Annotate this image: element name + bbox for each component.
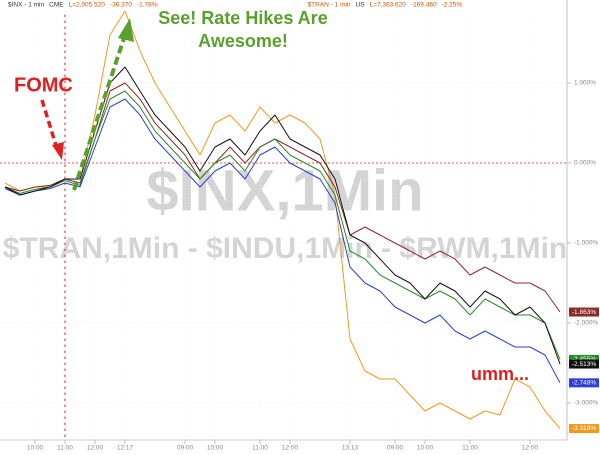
x-tick-label: 12:00 bbox=[87, 445, 104, 452]
y-tick-label: 1.000% bbox=[574, 80, 596, 87]
header-item: -1.78% bbox=[137, 2, 158, 9]
series-line bbox=[4, 90, 561, 360]
header-item: -36.370 bbox=[110, 2, 132, 9]
end-label: -2.513% bbox=[572, 361, 596, 368]
end-label-box bbox=[569, 378, 599, 388]
header-item: US bbox=[356, 2, 366, 9]
y-tick-label: -3.000% bbox=[574, 400, 598, 407]
arrowhead bbox=[52, 142, 64, 160]
header-item: CME bbox=[49, 2, 64, 9]
plot: 1.000% 0.000% -1.000% -2.000% -3.000% 10:00 11… bbox=[0, 10, 599, 452]
x-tick-label: 11:00 bbox=[252, 445, 268, 452]
end-label-box bbox=[569, 359, 599, 369]
series-line bbox=[4, 98, 561, 384]
header-item: $TRAN - 1 min bbox=[308, 2, 351, 9]
header-item: -2.25% bbox=[442, 2, 463, 9]
x-tick-label: 12:00 bbox=[282, 445, 299, 452]
end-label: -3.319% bbox=[572, 425, 596, 432]
end-label: -1.863% bbox=[572, 309, 596, 316]
x-tick-label: 10:00 bbox=[27, 445, 44, 452]
annotation-umm: umm... bbox=[471, 364, 529, 384]
header: $INX - 1 min CME L=2,005.520 -36.370 -1.78% $… bbox=[8, 2, 462, 9]
x-tick-label: 12:00 bbox=[522, 445, 539, 452]
series-line bbox=[4, 66, 561, 365]
annotation-hikes: See! Rate Hikes Are bbox=[158, 8, 327, 28]
x-tick-label: 13:13 bbox=[342, 445, 359, 452]
annotation-hikes: Awesome! bbox=[198, 31, 288, 51]
watermark: $TRAN,1Min - $INDU,1Min - $RWM,1Min bbox=[3, 232, 567, 265]
x-tick-label: 11:00 bbox=[57, 445, 73, 452]
annotations: FOMC See! Rate Hikes Are Awesome! umm... bbox=[14, 8, 529, 384]
arrow bbox=[72, 31, 128, 191]
series-line bbox=[4, 10, 561, 429]
x-tick-label: 09:00 bbox=[387, 445, 404, 452]
end-label-box bbox=[569, 424, 599, 434]
y-tick-label: -1.000% bbox=[574, 240, 598, 247]
arrowhead bbox=[118, 18, 134, 42]
end-label-box bbox=[569, 354, 599, 364]
end-label: -2.748% bbox=[572, 380, 596, 387]
arrow bbox=[40, 99, 60, 153]
annotation-fomc: FOMC bbox=[14, 74, 73, 96]
header-item: L=7,363.620 bbox=[370, 2, 407, 9]
header-item: $INX - 1 min bbox=[8, 2, 45, 9]
x-tick-label: 10:00 bbox=[207, 445, 224, 452]
x-tick-label: 11:00 bbox=[462, 445, 478, 452]
x-tick-label: 09:00 bbox=[177, 445, 194, 452]
header-item: L=2,005.520 bbox=[69, 2, 106, 9]
watermark: $INX,1Min bbox=[146, 158, 423, 223]
header-item: -169.460 bbox=[411, 2, 437, 9]
x-tick-label: 10:00 bbox=[417, 445, 434, 452]
end-label-box bbox=[569, 307, 599, 317]
y-tick-label: 0.000% bbox=[574, 160, 596, 167]
y-tick-label: -2.000% bbox=[574, 320, 598, 327]
x-tick-label: 12:17 bbox=[117, 445, 134, 452]
